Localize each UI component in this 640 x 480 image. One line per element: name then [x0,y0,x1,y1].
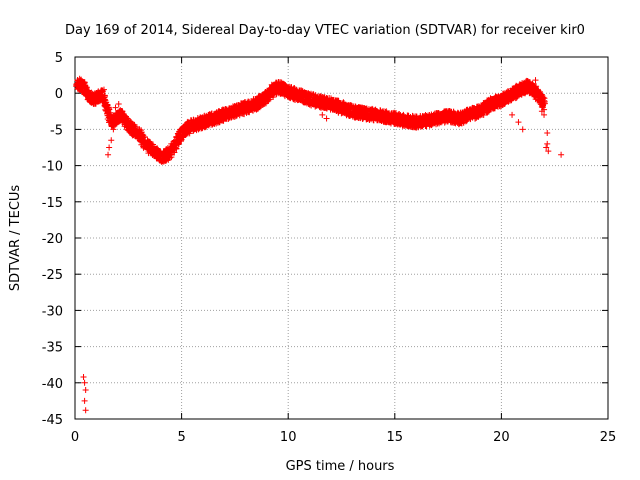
data-point [99,88,106,95]
y-tick-label: 0 [55,87,63,102]
x-tick-label: 15 [387,430,404,445]
data-point [139,131,146,138]
x-axis-label: GPS time / hours [286,459,395,474]
y-tick-label: -20 [42,232,63,247]
y-tick-label: -25 [42,268,63,283]
x-tick-label: 20 [493,430,510,445]
y-tick-label: -45 [42,413,63,428]
chart-title: Day 169 of 2014, Sidereal Day-to-day VTE… [65,23,585,38]
x-tick-label: 5 [177,430,185,445]
data-point [532,77,539,84]
y-axis-label: SDTVAR / TECUs [8,185,23,292]
y-tick-label: -5 [50,123,63,138]
data-point [82,387,89,394]
y-tick-label: -15 [42,196,63,211]
data-point [108,137,115,144]
data-point [173,145,180,152]
data-point [515,119,522,126]
y-tick-label: 5 [55,51,63,66]
data-point [544,130,551,137]
data-point [80,374,87,381]
data-point [323,115,330,122]
data-point [544,140,551,147]
y-tick-label: -30 [42,304,63,319]
x-tick-label: 0 [71,430,79,445]
data-point [519,126,526,133]
data-point [82,407,89,414]
data-point [198,125,205,132]
y-tick-label: -35 [42,341,63,356]
data-point [558,151,565,158]
y-tick-label: -40 [42,377,63,392]
data-point [115,101,122,108]
x-tick-label: 10 [280,430,297,445]
data-series [73,75,565,414]
data-point [319,111,326,118]
data-point [106,144,113,151]
y-tick-label: -10 [42,160,63,175]
axis-ticks: 0 5 10 15 20 25 5 0 -5 -10 -15 -20 -25 -30 -35 -40 -45 [42,51,617,445]
data-point [81,379,88,386]
data-point [81,397,88,404]
data-point [105,151,112,158]
x-tick-label: 25 [600,430,617,445]
data-point [509,111,516,118]
grid-lines [75,57,608,419]
